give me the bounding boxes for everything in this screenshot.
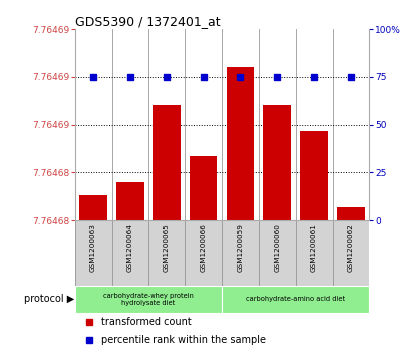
Bar	[153, 106, 181, 220]
Text: GSM1200061: GSM1200061	[311, 223, 317, 272]
Bar	[227, 67, 254, 220]
Text: GSM1200059: GSM1200059	[237, 223, 244, 272]
Text: GSM1200063: GSM1200063	[90, 223, 96, 272]
Text: carbohydrate-amino acid diet: carbohydrate-amino acid diet	[246, 296, 345, 302]
Text: GDS5390 / 1372401_at: GDS5390 / 1372401_at	[75, 15, 220, 28]
Bar	[75, 286, 222, 313]
Text: carbohydrate-whey protein
hydrolysate diet: carbohydrate-whey protein hydrolysate di…	[103, 293, 194, 306]
Bar	[300, 131, 328, 220]
Bar	[264, 106, 291, 220]
Text: protocol ▶: protocol ▶	[24, 294, 75, 304]
Text: GSM1200062: GSM1200062	[348, 223, 354, 272]
Text: transformed count: transformed count	[101, 317, 192, 327]
Bar	[190, 156, 217, 220]
Bar	[337, 207, 365, 220]
Bar	[222, 286, 369, 313]
Bar	[116, 182, 144, 220]
Bar	[79, 195, 107, 220]
Text: GSM1200064: GSM1200064	[127, 223, 133, 272]
Text: GSM1200066: GSM1200066	[200, 223, 207, 272]
Text: GSM1200060: GSM1200060	[274, 223, 280, 272]
Text: percentile rank within the sample: percentile rank within the sample	[101, 335, 266, 344]
Text: GSM1200065: GSM1200065	[164, 223, 170, 272]
